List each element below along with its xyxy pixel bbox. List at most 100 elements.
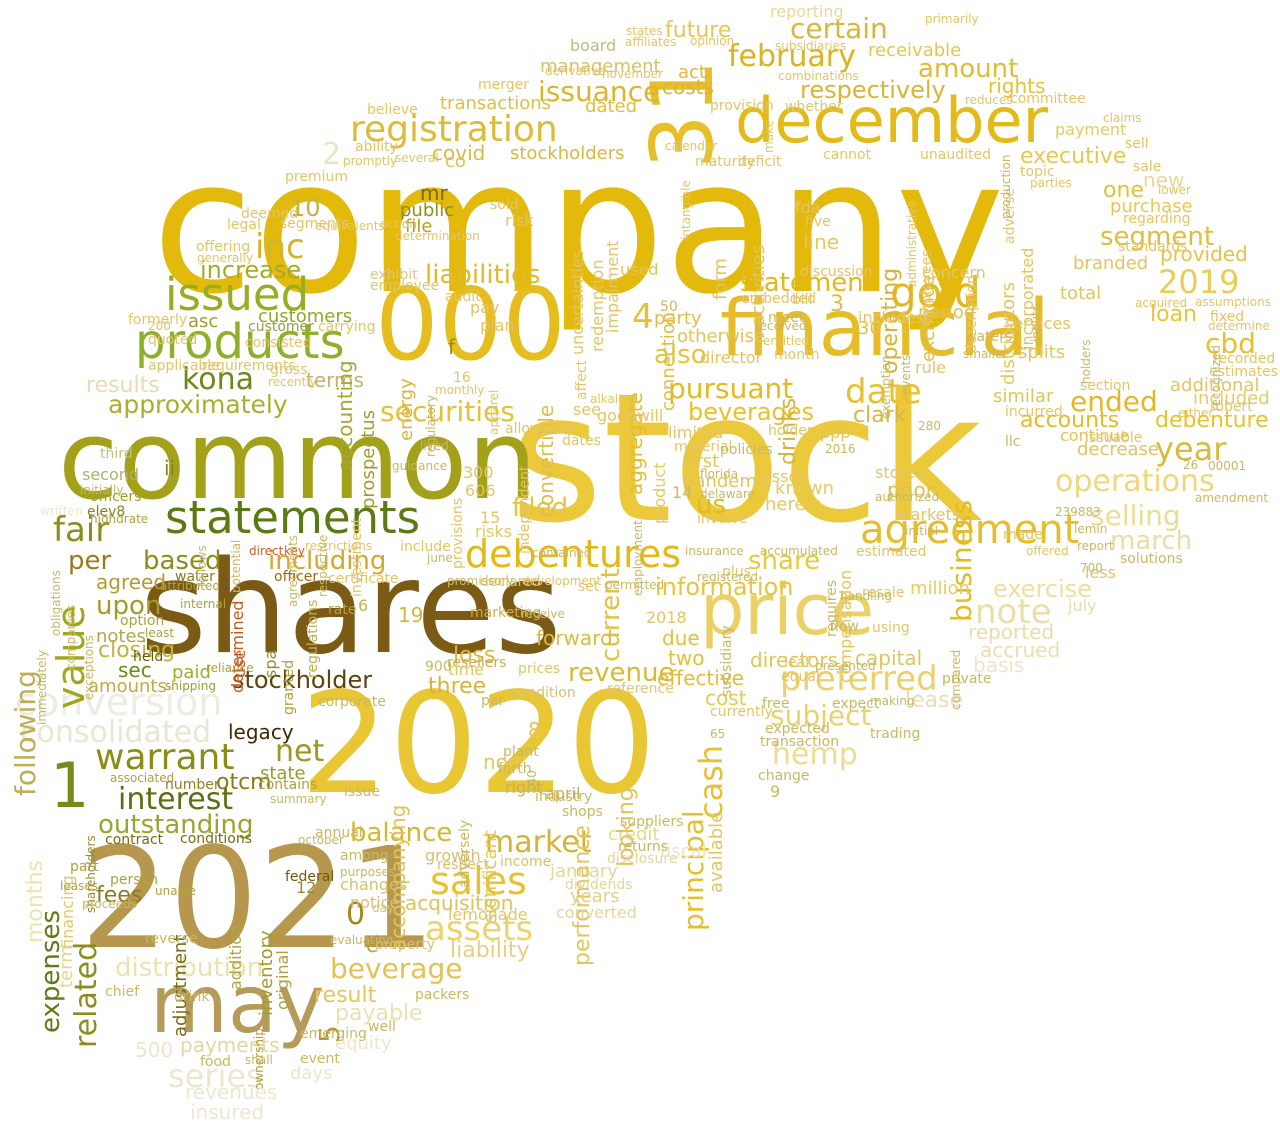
- word-606: 606: [465, 481, 496, 500]
- word-robert: robert: [1210, 399, 1253, 415]
- word-provisions: provisions: [450, 498, 466, 569]
- word-uncertainties: uncertainties: [568, 249, 587, 355]
- word-whether: whether: [785, 99, 843, 115]
- word-payable: payable: [335, 1001, 423, 1026]
- word-9: 9: [770, 782, 781, 801]
- word-services: services: [1005, 314, 1071, 333]
- word-140: 140: [525, 770, 539, 793]
- word-issuance: issuance: [538, 75, 661, 108]
- word-gold: gold: [890, 268, 981, 317]
- word-month: month: [774, 347, 820, 363]
- word-limited: limited: [668, 423, 724, 442]
- word-see: see: [573, 400, 602, 419]
- word-basis: basis: [973, 653, 1025, 677]
- word-subject: subject: [770, 699, 872, 732]
- word-topic: topic: [1020, 164, 1055, 180]
- word-goodwill: goodwill: [597, 406, 664, 425]
- word-product: product: [650, 462, 669, 524]
- word-unable: unable: [155, 884, 196, 898]
- word-internal: internal: [180, 597, 227, 611]
- word-potential: potential: [229, 539, 243, 593]
- word-least: least: [145, 626, 175, 640]
- word-ii: ii: [164, 456, 176, 480]
- word-asset: asset: [762, 467, 805, 486]
- word-less: less: [1085, 563, 1116, 582]
- word-beverages: beverages: [688, 398, 815, 426]
- word-per: per: [68, 546, 112, 576]
- word-cannot: cannot: [823, 147, 872, 163]
- word-segments: segments: [280, 216, 349, 232]
- word-report: report: [1077, 539, 1114, 553]
- word-june: june: [427, 551, 453, 565]
- word-includes: includes: [858, 308, 925, 327]
- word-follows: follows: [195, 545, 209, 587]
- word-chief: chief: [105, 984, 140, 1000]
- word-segment: segment: [1100, 222, 1215, 252]
- word-lower: lower: [1158, 183, 1191, 197]
- word-prices: prices: [518, 661, 561, 677]
- word-2: 2: [322, 137, 342, 172]
- word-initially: initially: [80, 483, 124, 497]
- word-significant: significant: [480, 830, 501, 923]
- word-discussion: discussion: [800, 264, 873, 280]
- word-inputs: inputs: [1029, 304, 1043, 342]
- word-federal: federal: [285, 869, 335, 885]
- word-gross: gross: [270, 362, 308, 378]
- word-emerging: emerging: [300, 1026, 367, 1042]
- word-8: 8: [528, 718, 541, 742]
- word-initial: initial: [905, 524, 938, 538]
- word-solutions: solutions: [1120, 551, 1183, 567]
- word-written: written: [40, 504, 83, 518]
- word-securities: securities: [380, 395, 515, 428]
- word-officers: officers: [90, 489, 142, 505]
- word-day: day: [372, 901, 395, 915]
- word-maturity: maturity: [695, 154, 755, 170]
- word-determined: determined: [228, 600, 247, 693]
- word-water: water: [175, 569, 215, 585]
- word-dates: dates: [562, 433, 601, 449]
- word-branded: branded: [1073, 253, 1149, 274]
- word-known: known: [775, 478, 834, 499]
- word-carrying: carrying: [318, 319, 376, 335]
- word-free: free: [762, 696, 790, 712]
- word-adjustment: adjustment: [170, 934, 191, 1037]
- word-due: due: [662, 626, 700, 650]
- word-board: board: [570, 36, 617, 55]
- word-conditions: conditions: [180, 831, 253, 847]
- word-consolidated: consolidated: [20, 715, 212, 750]
- word-outstanding: outstanding: [98, 810, 254, 840]
- word-statement: statement: [740, 268, 874, 298]
- word-corporate: corporate: [318, 694, 386, 710]
- word-change: change: [758, 768, 810, 784]
- word-used: used: [620, 260, 659, 279]
- word-smaller: smaller: [963, 347, 1008, 361]
- word-700: 700: [1080, 561, 1103, 575]
- word-revenue: revenue: [568, 658, 675, 688]
- word-upon: upon: [96, 591, 162, 621]
- word-prior: prior: [887, 478, 934, 502]
- word-cash: cash: [692, 744, 730, 819]
- word-unaudited: unaudited: [920, 147, 991, 163]
- word-ppp: ppp: [820, 423, 851, 442]
- word-transactions: transactions: [440, 93, 552, 114]
- word-annual: annual: [315, 825, 363, 841]
- word-included: included: [1193, 388, 1270, 409]
- word-legacy: legacy: [228, 720, 294, 744]
- word-provision: provision: [710, 98, 774, 114]
- word-highdrate: highdrate: [90, 512, 149, 526]
- word-action: action: [380, 217, 417, 231]
- word-preferred: preferred: [780, 659, 938, 699]
- word-notes: notes: [96, 626, 146, 647]
- word-500: 500: [135, 1038, 174, 1062]
- word-fixed2: production: [999, 154, 1013, 219]
- word-respect: respect: [437, 857, 490, 873]
- word-fixed: fixed: [1210, 309, 1245, 325]
- word-committee: committee: [1010, 91, 1086, 107]
- word-companies: companies: [64, 604, 78, 670]
- word-market: market: [485, 825, 592, 860]
- word-involve: involve: [697, 511, 748, 527]
- word-contains: contains: [258, 777, 318, 793]
- word-development: development: [522, 574, 602, 588]
- word-generally: generally: [197, 251, 254, 265]
- word-primarily: primarily: [925, 12, 979, 26]
